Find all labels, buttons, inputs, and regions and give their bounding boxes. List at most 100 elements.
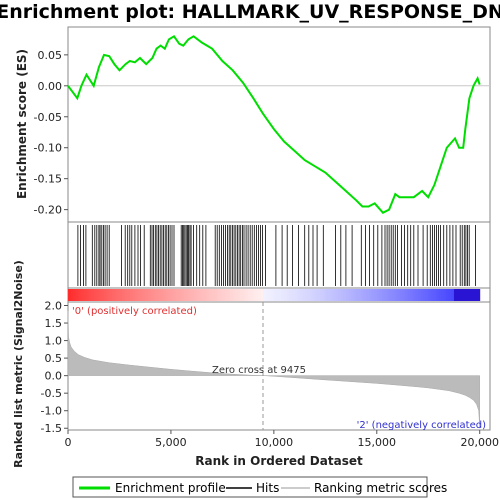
heat-strip-cell xyxy=(204,289,208,301)
heat-strip-cell xyxy=(98,289,102,301)
heat-strip-cell xyxy=(196,289,200,301)
heat-strip-cell xyxy=(291,289,295,301)
heat-strip-cell xyxy=(70,289,74,301)
heat-strip-cell xyxy=(289,289,293,301)
heat-strip-cell xyxy=(101,289,105,301)
heat-strip-cell xyxy=(255,289,259,301)
heat-strip-cell xyxy=(284,289,288,301)
heat-strip-cell xyxy=(212,289,216,301)
heat-strip-cell xyxy=(353,289,357,301)
heat-strip-cell xyxy=(170,289,174,301)
rank-y-axis-label: Ranked list metric (Signal2Noise) xyxy=(12,260,25,468)
x-axis-label: Rank in Ordered Dataset xyxy=(195,454,363,468)
heat-strip-cell xyxy=(140,289,144,301)
es-y-tick-label: 0.05 xyxy=(38,49,63,62)
heat-strip-cell xyxy=(222,289,226,301)
heat-strip-cell xyxy=(124,289,128,301)
heat-strip-cell xyxy=(93,289,97,301)
x-tick-label: 10,000 xyxy=(255,436,294,449)
heat-strip-cell xyxy=(217,289,221,301)
heat-strip-cell xyxy=(474,289,478,301)
heat-strip-cell xyxy=(176,289,180,301)
heat-strip-cell xyxy=(116,289,120,301)
heat-strip-cell xyxy=(451,289,455,301)
heat-strip-cell xyxy=(363,289,367,301)
heat-strip-cell xyxy=(358,289,362,301)
heat-strip-cell xyxy=(237,289,241,301)
heat-strip-cell xyxy=(405,289,409,301)
positive-correlated-label: '0' (positively correlated) xyxy=(72,306,197,317)
es-y-tick-label: 0.00 xyxy=(38,80,63,93)
heat-strip-cell xyxy=(327,289,331,301)
negative-correlated-label: '2' (negatively correlated) xyxy=(357,420,486,431)
heat-strip-cell xyxy=(415,289,419,301)
heat-strip-cell xyxy=(145,289,149,301)
heat-strip-cell xyxy=(389,289,393,301)
heat-strip-cell xyxy=(379,289,383,301)
heat-strip-cell xyxy=(158,289,162,301)
x-tick-label: 0 xyxy=(65,436,72,449)
heat-strip-cell xyxy=(407,289,411,301)
heat-strip-cell xyxy=(392,289,396,301)
heat-strip-cell xyxy=(147,289,151,301)
heat-strip-cell xyxy=(433,289,437,301)
heat-strip-cell xyxy=(456,289,460,301)
heat-strip-cell xyxy=(279,289,283,301)
heat-strip-cell xyxy=(430,289,434,301)
heat-strip-cell xyxy=(78,289,82,301)
heat-strip-cell xyxy=(366,289,370,301)
ranking-metric-area xyxy=(67,310,480,429)
heat-strip-cell xyxy=(122,289,126,301)
heat-strip-cell xyxy=(235,289,239,301)
heat-strip-cell xyxy=(345,289,349,301)
chart-title: Enrichment plot: HALLMARK_UV_RESPONSE_DN xyxy=(0,1,500,23)
heat-strip-cell xyxy=(464,289,468,301)
heat-strip-cell xyxy=(459,289,463,301)
heat-strip-cell xyxy=(343,289,347,301)
rank-y-tick-label: 0.0 xyxy=(45,370,63,383)
heat-strip-cell xyxy=(441,289,445,301)
heat-strip-cell xyxy=(209,289,213,301)
heat-strip-cell xyxy=(199,289,203,301)
legend-enrichment-profile: Enrichment profile xyxy=(115,481,226,495)
heat-strip-cell xyxy=(394,289,398,301)
heat-strip-cell xyxy=(160,289,164,301)
heat-strip-cell xyxy=(443,289,447,301)
rank-y-tick-label: 1.0 xyxy=(45,335,63,348)
heat-strip-cell xyxy=(114,289,118,301)
heat-strip-cell xyxy=(260,289,265,301)
heat-strip-cell xyxy=(387,289,391,301)
rank-y-tick-label: 2.0 xyxy=(45,300,63,313)
heat-strip-cell xyxy=(181,289,185,301)
legend-ranking-metric-scores: Ranking metric scores xyxy=(314,481,447,495)
heat-strip-cell xyxy=(263,289,267,301)
heat-strip-cell xyxy=(477,289,481,301)
heat-strip-cell xyxy=(448,289,452,301)
heat-strip-cell xyxy=(417,289,422,301)
heat-strip-cell xyxy=(191,289,195,301)
rank-y-tick-label: -0.5 xyxy=(41,387,62,400)
heat-strip-cell xyxy=(245,289,249,301)
heat-strip-cell xyxy=(248,289,252,301)
heat-strip-cell xyxy=(96,289,100,301)
heat-strip-cell xyxy=(304,289,308,301)
heat-strip-cell xyxy=(188,289,193,301)
heat-strip-cell xyxy=(163,289,167,301)
heat-strip-cell xyxy=(111,289,115,301)
heat-strip-cell xyxy=(266,289,270,301)
heat-strip-cell xyxy=(155,289,159,301)
heat-strip-cell xyxy=(376,289,380,301)
heat-strip-cell xyxy=(299,289,303,301)
heat-strip-cell xyxy=(330,289,334,301)
heat-strip-cell xyxy=(201,289,205,301)
heat-strip-cell xyxy=(425,289,429,301)
heat-strip-cell xyxy=(253,289,257,301)
heat-strip-cell xyxy=(399,289,404,301)
heat-strip-cell xyxy=(142,289,146,301)
heat-strip-cell xyxy=(240,289,244,301)
heat-strip-cell xyxy=(104,289,108,301)
heat-strip-cell xyxy=(302,289,306,301)
heat-strip-cell xyxy=(307,289,311,301)
heat-strip-cell xyxy=(73,289,77,301)
x-tick-label: 5,000 xyxy=(155,436,187,449)
